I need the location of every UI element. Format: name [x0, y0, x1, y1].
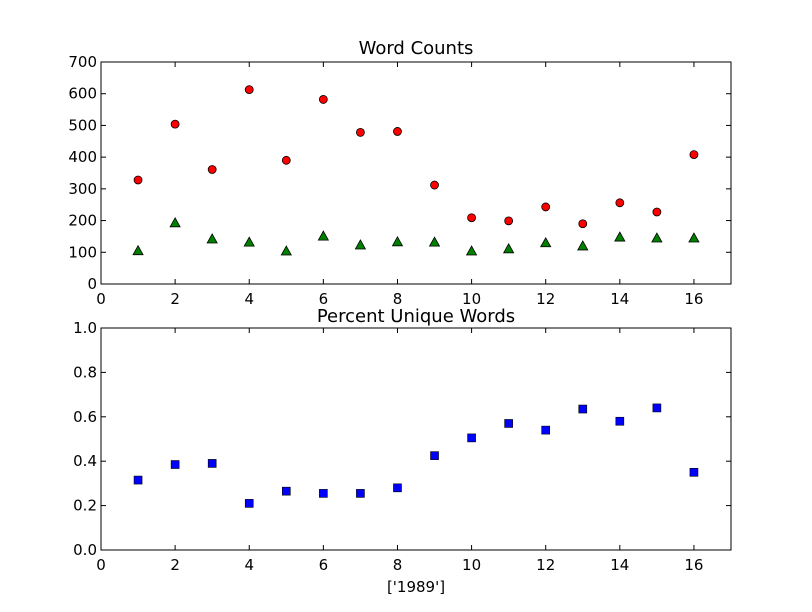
x-tick-label: 14 [610, 290, 629, 308]
word-counts-chart: Word Counts 0 2 4 6 8 10 12 14 16 0 100 200 300 400 50… [68, 38, 732, 308]
data-point-triangle [577, 240, 589, 251]
y-tick-label: 500 [68, 116, 97, 134]
x-tick-label: 12 [536, 556, 555, 574]
x-tick-label: 8 [393, 556, 403, 574]
x-tick-label: 14 [610, 556, 629, 574]
data-point-circle [430, 180, 439, 190]
x-tick-label: 4 [244, 290, 254, 308]
x-tick-label: 8 [393, 290, 403, 308]
y-tick-label: 1.0 [73, 319, 97, 337]
x-tick-label: 0 [96, 556, 106, 574]
x-tick-label: 0 [96, 290, 106, 308]
data-point-square [541, 425, 551, 435]
data-point-triangle [317, 230, 330, 241]
data-point-circle [393, 127, 402, 136]
data-point-circle [244, 85, 254, 94]
chart-title: Word Counts [359, 38, 474, 59]
data-point-circle [541, 202, 551, 212]
y-tick-label: 200 [68, 212, 97, 230]
data-point-circle [356, 128, 365, 137]
plot-frame [100, 327, 732, 551]
x-tick-label: 12 [536, 290, 555, 308]
data-point-circle [318, 95, 328, 104]
data-point-square [615, 416, 625, 426]
y-tick-label: 0.8 [73, 363, 97, 381]
data-point-square [281, 486, 291, 496]
data-point-triangle [354, 239, 367, 250]
data-point-square [207, 459, 217, 468]
x-tick-label: 4 [244, 556, 254, 574]
data-point-square [133, 475, 143, 485]
data-point-circle [504, 216, 514, 226]
y-tick-label: 0.4 [73, 452, 97, 470]
data-point-square [356, 489, 365, 498]
y-tick-label: 600 [68, 85, 97, 103]
data-point-triangle [132, 244, 144, 256]
data-point-circle [170, 119, 180, 129]
y-tick-label: 100 [68, 243, 97, 261]
y-tick-label: 400 [68, 148, 97, 166]
data-point-circle [467, 213, 476, 223]
y-tick-label: 0 [87, 275, 97, 293]
data-point-square [170, 460, 180, 469]
x-tick-label: 16 [684, 556, 703, 574]
data-point-square [244, 499, 254, 508]
data-point-triangle [206, 233, 218, 244]
percent-unique-words-chart: Percent Unique Words 0 2 4 6 8 10 12 14 16 0.0 0.2… [73, 306, 732, 596]
y-tick-label: 700 [68, 53, 97, 71]
data-point-triangle [465, 245, 478, 256]
data-point-square [689, 467, 699, 477]
data-point-square [430, 451, 439, 460]
x-axis-label: ['1989'] [387, 578, 445, 596]
data-point-triangle [614, 231, 626, 242]
data-point-triangle [243, 236, 255, 247]
data-point-triangle [540, 236, 552, 248]
x-tick-label: 2 [170, 290, 180, 308]
data-point-triangle [651, 232, 663, 243]
data-point-circle [578, 219, 588, 229]
data-point-circle [615, 198, 625, 208]
chart-title: Percent Unique Words [317, 306, 515, 327]
x-tick-label: 10 [462, 290, 481, 308]
data-point-square [578, 404, 588, 414]
data-point-circle [207, 165, 217, 174]
y-tick-label: 0.2 [73, 497, 97, 515]
data-point-triangle [428, 236, 441, 247]
data-point-circle [133, 175, 143, 185]
plot-frame [100, 61, 732, 285]
data-point-square [319, 489, 328, 498]
y-tick-label: 300 [68, 180, 97, 198]
data-point-square [652, 403, 662, 413]
data-point-triangle [169, 216, 181, 228]
x-tick-label: 10 [462, 556, 481, 574]
data-point-square [393, 483, 402, 493]
x-tick-label: 6 [319, 556, 329, 574]
data-point-triangle [391, 235, 404, 247]
data-point-triangle [502, 242, 515, 254]
data-point-triangle [688, 232, 700, 243]
data-point-circle [652, 207, 662, 217]
data-point-square [467, 433, 476, 443]
y-tick-label: 0.0 [73, 541, 97, 559]
y-tick-label: 0.6 [73, 408, 97, 426]
x-tick-label: 6 [319, 290, 329, 308]
data-point-triangle [280, 245, 292, 256]
data-point-square [504, 419, 513, 428]
data-point-circle [689, 150, 699, 160]
data-point-circle [281, 155, 291, 165]
x-tick-label: 2 [170, 556, 180, 574]
x-tick-label: 16 [684, 290, 703, 308]
